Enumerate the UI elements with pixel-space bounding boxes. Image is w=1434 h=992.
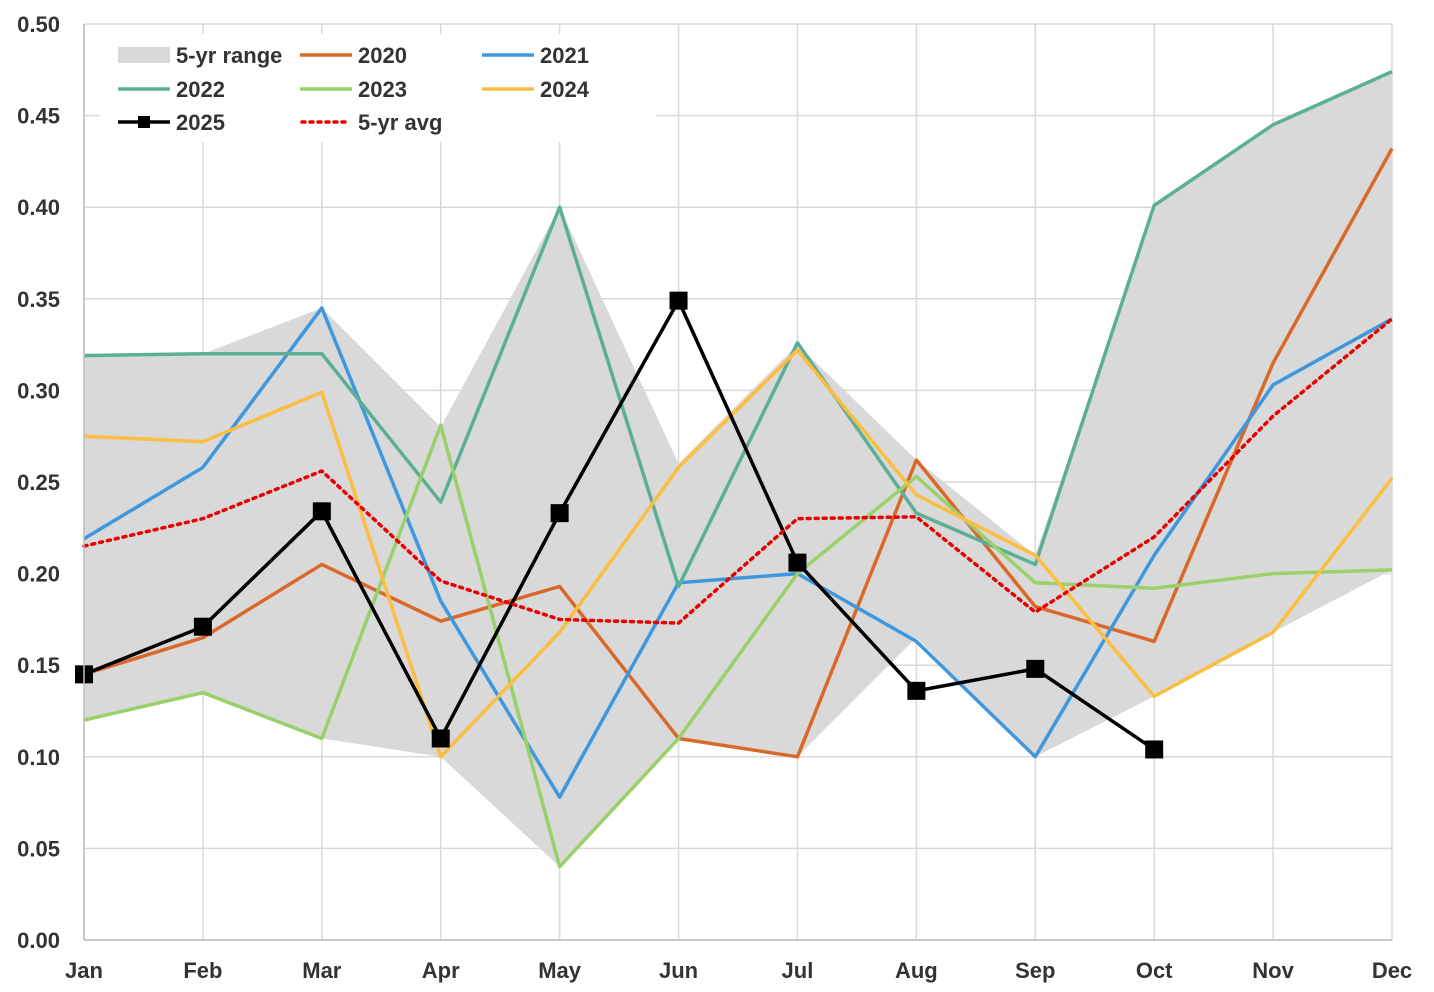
legend-label: 2020 <box>358 43 407 68</box>
legend-background <box>100 34 656 142</box>
legend-label: 5-yr range <box>176 43 282 68</box>
marker-2025-sep <box>1026 659 1045 678</box>
legend-marker <box>138 116 150 128</box>
x-tick-label-mar: Mar <box>302 958 342 983</box>
marker-2025-mar <box>312 502 331 521</box>
marker-2025-apr <box>431 729 450 748</box>
legend-swatch <box>118 47 170 63</box>
y-tick-label-0-30: 0.30 <box>17 378 60 403</box>
series-line-2020 <box>83 147 1394 759</box>
marker-2025-oct <box>1145 740 1164 759</box>
series-lines <box>75 70 1394 869</box>
series-line-2022 <box>83 70 1393 589</box>
legend-label: 2021 <box>540 43 589 68</box>
x-tick-label-oct: Oct <box>1136 958 1173 983</box>
legend-item-2021: 2021 <box>482 43 589 68</box>
series-line-2023 <box>83 423 1393 869</box>
marker-2025-jul <box>788 553 807 572</box>
y-tick-label-0-40: 0.40 <box>17 195 60 220</box>
marker-2025-jun <box>669 291 688 310</box>
x-tick-label-jul: Jul <box>782 958 814 983</box>
marker-2025-aug <box>907 681 926 700</box>
legend-item-2022: 2022 <box>118 77 225 102</box>
y-tick-label-0-35: 0.35 <box>17 287 60 312</box>
x-tick-label-jan: Jan <box>65 958 103 983</box>
y-tick-label-0-20: 0.20 <box>17 562 60 587</box>
series-line-2021 <box>83 306 1393 799</box>
x-tick-label-feb: Feb <box>183 958 222 983</box>
series-line-2024 <box>83 348 1394 759</box>
series-line-5-yr-avg <box>82 317 1394 625</box>
legend-item-2020: 2020 <box>300 43 407 68</box>
y-tick-label-0-50: 0.50 <box>17 12 60 37</box>
x-tick-label-apr: Apr <box>422 958 460 983</box>
legend-label: 2022 <box>176 77 225 102</box>
marker-2025-feb <box>193 617 212 636</box>
legend-item-2024: 2024 <box>482 77 590 102</box>
x-tick-label-nov: Nov <box>1252 958 1294 983</box>
legend-item-5-yr-range: 5-yr range <box>118 43 282 68</box>
legend-item-2023: 2023 <box>300 77 407 102</box>
legend-item-2025: 2025 <box>118 110 225 135</box>
y-tick-label-0-45: 0.45 <box>17 104 60 129</box>
axes: 0.00 0.05 0.10 0.15 0.20 0.25 0.30 0.35 0.40 0.45… <box>17 12 1412 983</box>
x-tick-label-jun: Jun <box>659 958 698 983</box>
y-tick-label-0-25: 0.25 <box>17 470 60 495</box>
y-tick-label-0-05: 0.05 <box>17 836 60 861</box>
legend-label: 2025 <box>176 110 225 135</box>
y-tick-label-0-15: 0.15 <box>17 653 60 678</box>
marker-2025-may <box>550 504 569 523</box>
x-tick-label-sep: Sep <box>1015 958 1055 983</box>
series-line-2025 <box>83 298 1156 751</box>
legend-label: 2024 <box>540 77 590 102</box>
x-tick-label-dec: Dec <box>1372 958 1412 983</box>
legend-item-5-yr-avg: 5-yr avg <box>300 110 442 135</box>
legend: 5-yr range 2020 2021 2022 2023 2024 2025 5-yr a… <box>100 34 656 142</box>
y-tick-label-0-10: 0.10 <box>17 745 60 770</box>
x-tick-label-aug: Aug <box>895 958 938 983</box>
x-tick-label-may: May <box>538 958 582 983</box>
y-tick-label-0-00: 0.00 <box>17 928 60 953</box>
legend-label: 2023 <box>358 77 407 102</box>
legend-label: 5-yr avg <box>358 110 442 135</box>
